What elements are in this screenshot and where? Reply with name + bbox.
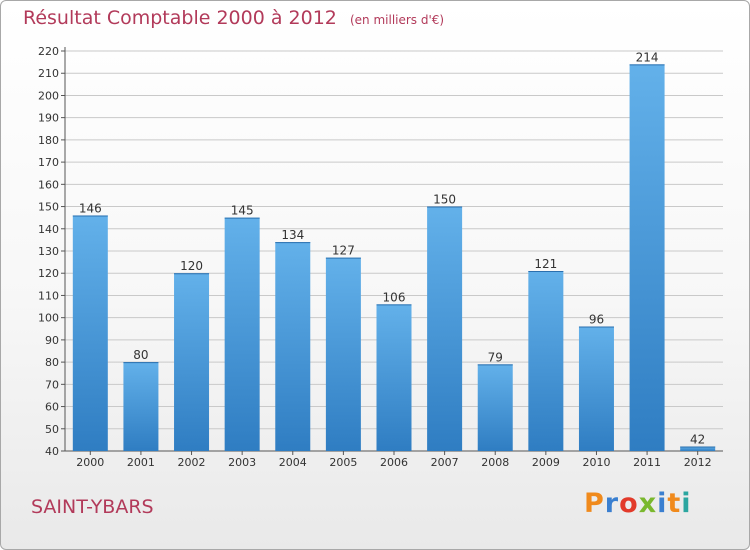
- bar: [275, 242, 311, 451]
- unit-note: (en milliers d'€): [349, 13, 445, 27]
- y-tick-label: 90: [45, 334, 59, 347]
- y-tick-label: 180: [38, 134, 59, 147]
- x-tick-label: 2008: [481, 456, 509, 469]
- bar: [224, 217, 260, 451]
- y-tick-label: 70: [45, 378, 59, 391]
- bar-value-label: 79: [488, 350, 503, 364]
- bars: [72, 64, 716, 452]
- y-tick-label: 220: [38, 45, 59, 58]
- x-tick-label: 2002: [178, 456, 206, 469]
- logo-letter: t: [667, 488, 682, 519]
- y-tick-label: 120: [38, 267, 59, 280]
- bar-value-label: 106: [383, 290, 406, 304]
- axes: 40 50 60 70 80 90 100 110 120 130 140 150 160 170 180 1…: [38, 45, 723, 469]
- x-tick-label: 2004: [279, 456, 307, 469]
- logo-letter: i: [681, 488, 692, 519]
- bar-value-label: 96: [589, 313, 604, 327]
- y-tick-label: 200: [38, 89, 59, 102]
- x-tick-label: 2012: [684, 456, 712, 469]
- bar: [123, 362, 159, 451]
- labels: 146 80 120 145 134 127 106 150 79 121 96 214 42: [79, 50, 705, 446]
- y-tick-label: 40: [45, 445, 59, 458]
- y-tick-label: 110: [38, 289, 59, 302]
- y-tick-label: 140: [38, 223, 59, 236]
- bar: [680, 446, 716, 451]
- y-tick-label: 170: [38, 156, 59, 169]
- x-tick-label: 2003: [228, 456, 256, 469]
- x-tick-label: 2009: [532, 456, 560, 469]
- logo-letter: o: [619, 488, 639, 519]
- bar-value-label: 120: [180, 259, 203, 273]
- x-tick-label: 2011: [633, 456, 661, 469]
- bar-value-label: 80: [133, 348, 148, 362]
- bar-value-label: 150: [433, 193, 456, 207]
- bar-value-label: 127: [332, 244, 355, 258]
- commune-name: SAINT-YBARS: [31, 496, 154, 518]
- bar-value-label: 145: [231, 204, 254, 218]
- title-row: Résultat Comptable 2000 à 2012 (en milli…: [23, 7, 444, 29]
- bar-value-label: 121: [534, 257, 557, 271]
- y-tick-label: 100: [38, 312, 59, 325]
- y-tick-label: 150: [38, 201, 59, 214]
- x-tick-label: 2000: [76, 456, 104, 469]
- bar-value-label: 42: [690, 433, 705, 447]
- logo-letter: r: [604, 488, 620, 519]
- y-tick-label: 80: [45, 356, 59, 369]
- y-tick-label: 160: [38, 178, 59, 191]
- x-tick-label: 2007: [431, 456, 459, 469]
- proxiti-logo: Proxiti: [584, 488, 692, 519]
- chart-title: Résultat Comptable 2000 à 2012: [23, 7, 337, 29]
- bar: [578, 326, 614, 451]
- bar: [477, 364, 513, 451]
- logo-letter: i: [657, 488, 668, 519]
- x-tick-label: 2010: [582, 456, 610, 469]
- bar-value-label: 134: [281, 228, 304, 242]
- bar-value-label: 146: [79, 201, 102, 215]
- y-tick-label: 210: [38, 67, 59, 80]
- y-tick-label: 190: [38, 112, 59, 125]
- x-tick-label: 2001: [127, 456, 155, 469]
- y-tick-label: 130: [38, 245, 59, 258]
- bar: [528, 271, 564, 451]
- bar-value-label: 214: [636, 50, 659, 64]
- y-tick-label: 60: [45, 401, 59, 414]
- y-tick-label: 50: [45, 423, 59, 436]
- bar: [174, 273, 210, 451]
- logo-letter: x: [638, 488, 658, 519]
- bar: [427, 206, 463, 451]
- bar: [72, 215, 108, 451]
- logo-letter: P: [584, 488, 605, 519]
- bar: [325, 257, 361, 451]
- bar: [376, 304, 412, 451]
- x-tick-label: 2006: [380, 456, 408, 469]
- bar: [629, 64, 665, 452]
- x-tick-label: 2005: [329, 456, 357, 469]
